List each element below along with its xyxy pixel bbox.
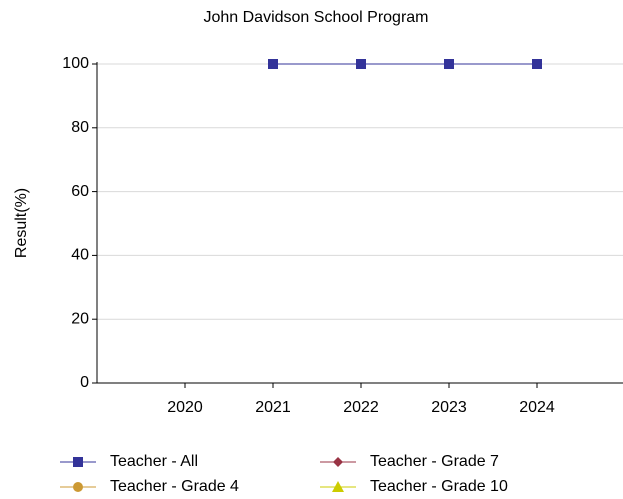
data-point [532,59,542,69]
y-tick-label: 60 [71,183,89,200]
data-point [268,59,278,69]
x-tick-label: 2023 [431,399,467,416]
legend-marker [332,481,344,492]
y-axis-label: Result(%) [13,188,30,258]
legend-marker [73,482,83,492]
x-tick-label: 2024 [519,399,555,416]
legend-label: Teacher - Grade 4 [110,478,239,495]
chart-title: John Davidson School Program [203,9,428,26]
y-tick-label: 0 [80,374,89,391]
y-tick-label: 80 [71,119,89,136]
legend-marker [333,457,343,467]
x-tick-label: 2020 [167,399,203,416]
y-tick-label: 20 [71,310,89,327]
legend-label: Teacher - Grade 7 [370,453,499,470]
x-tick-label: 2021 [255,399,291,416]
x-tick-label: 2022 [343,399,379,416]
data-point [356,59,366,69]
legend-label: Teacher - Grade 10 [370,478,508,495]
y-tick-label: 40 [71,247,89,264]
data-point [444,59,454,69]
y-tick-label: 100 [62,55,89,72]
legend-marker [73,457,83,467]
legend-label: Teacher - All [110,453,198,470]
